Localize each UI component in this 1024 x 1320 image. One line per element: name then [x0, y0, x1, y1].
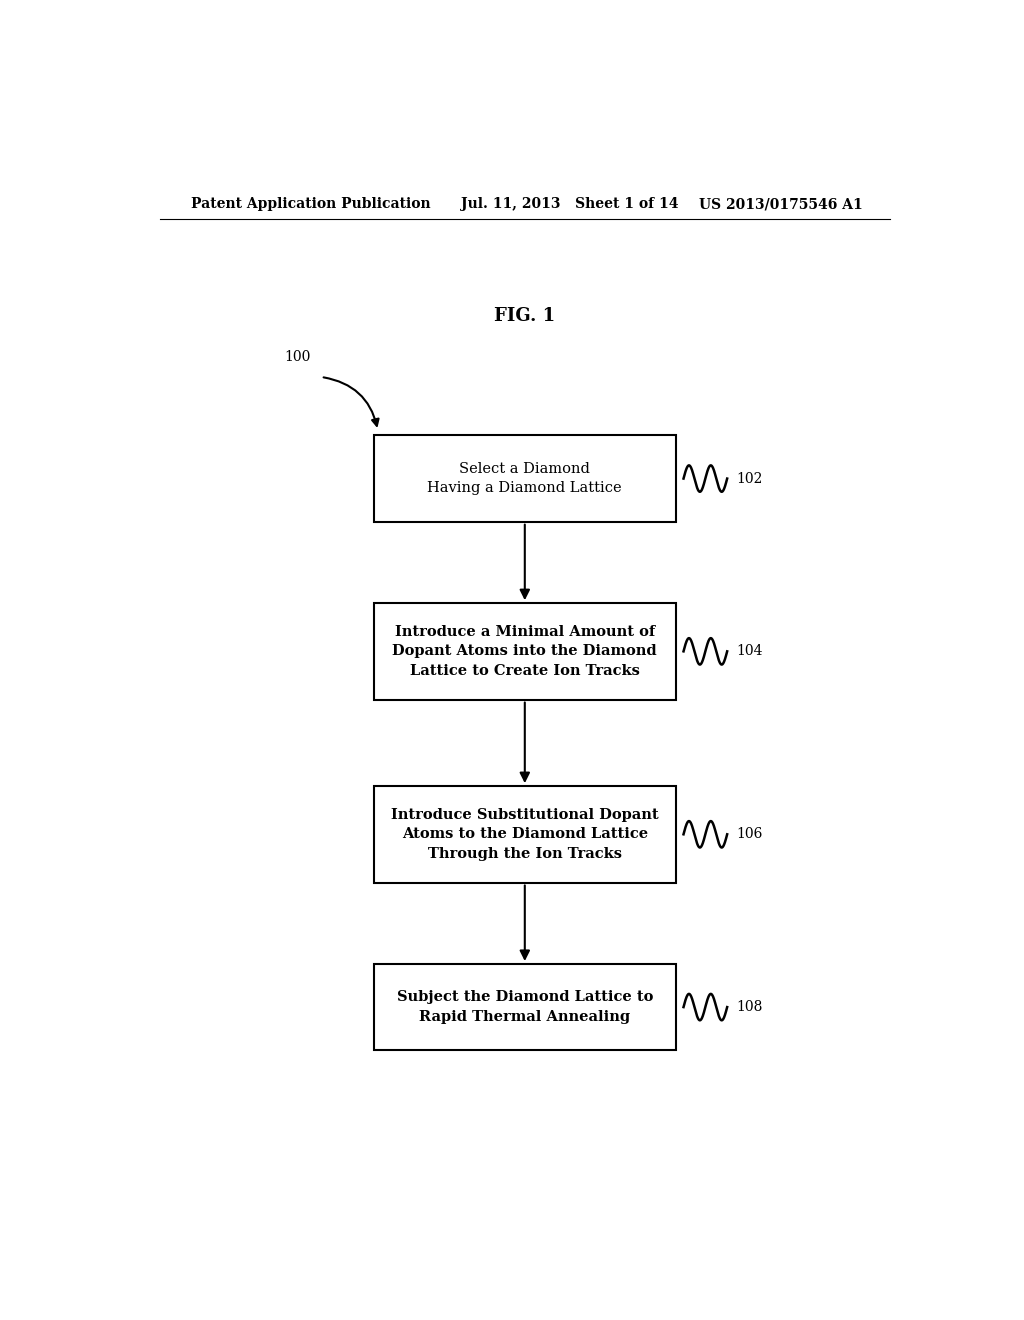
FancyBboxPatch shape: [374, 436, 676, 521]
FancyBboxPatch shape: [374, 603, 676, 700]
Text: 100: 100: [284, 350, 310, 364]
Text: Subject the Diamond Lattice to
Rapid Thermal Annealing: Subject the Diamond Lattice to Rapid The…: [396, 990, 653, 1024]
FancyArrowPatch shape: [324, 378, 379, 426]
FancyBboxPatch shape: [374, 785, 676, 883]
Text: 106: 106: [736, 828, 763, 841]
Text: Patent Application Publication: Patent Application Publication: [191, 197, 431, 211]
Text: US 2013/0175546 A1: US 2013/0175546 A1: [699, 197, 863, 211]
Text: FIG. 1: FIG. 1: [495, 308, 555, 325]
Text: 108: 108: [736, 1001, 763, 1014]
Text: Introduce Substitutional Dopant
Atoms to the Diamond Lattice
Through the Ion Tra: Introduce Substitutional Dopant Atoms to…: [391, 808, 658, 861]
Text: Select a Diamond
Having a Diamond Lattice: Select a Diamond Having a Diamond Lattic…: [427, 462, 623, 495]
Text: Jul. 11, 2013   Sheet 1 of 14: Jul. 11, 2013 Sheet 1 of 14: [461, 197, 679, 211]
Text: 104: 104: [736, 644, 763, 659]
Text: Introduce a Minimal Amount of
Dopant Atoms into the Diamond
Lattice to Create Io: Introduce a Minimal Amount of Dopant Ato…: [392, 624, 657, 678]
FancyBboxPatch shape: [374, 964, 676, 1051]
Text: 102: 102: [736, 471, 763, 486]
